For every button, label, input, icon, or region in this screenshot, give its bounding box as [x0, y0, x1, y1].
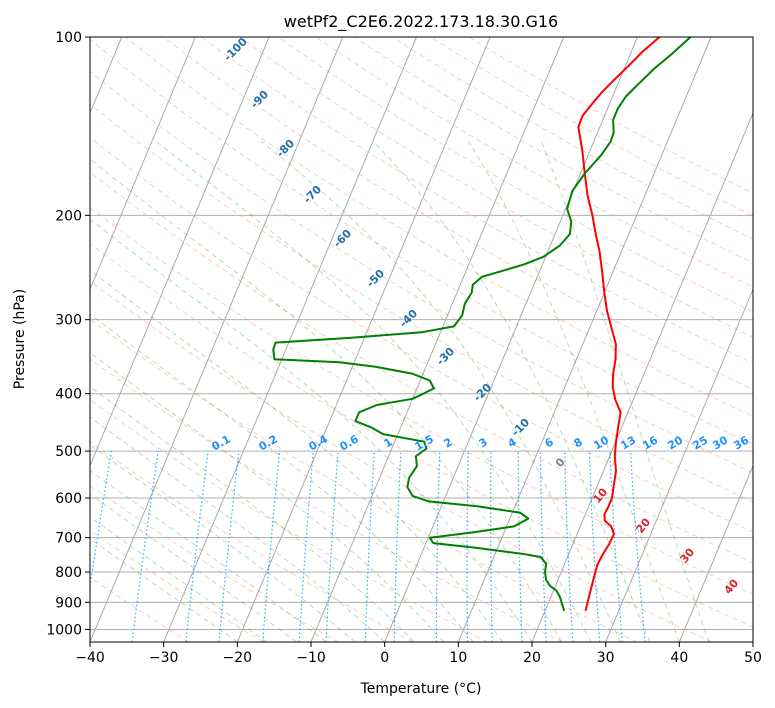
x-tick-label: 20: [523, 650, 541, 666]
y-axis-title: Pressure (hPa): [12, 289, 28, 389]
dry-adiabat-line: [90, 206, 753, 595]
dry-adiabat-line: [315, 37, 753, 288]
isotherm-line: [678, 464, 753, 642]
x-tick-label: 30: [597, 650, 615, 666]
y-tick-label: 600: [55, 491, 82, 507]
isotherm-line: [457, 37, 712, 642]
y-tick-label: 100: [55, 30, 82, 46]
moist-adiabat-line: [90, 158, 562, 642]
mixing-ratio-line: [131, 451, 159, 642]
y-tick-label: 700: [55, 531, 82, 547]
isotherm-line: [310, 37, 565, 642]
x-tick-label: −40: [75, 650, 105, 666]
moist-adiabat-line: [90, 469, 327, 642]
x-tick-label: 10: [449, 650, 467, 666]
isotherm-line: [163, 37, 417, 642]
y-tick-label: 300: [55, 313, 82, 329]
y-tick-label: 200: [55, 208, 82, 224]
moist-adiabat-line: [372, 140, 651, 642]
profile-lines: [272, 37, 692, 612]
moist-adiabat-line: [467, 141, 680, 642]
moist-adiabat-line: [155, 140, 592, 642]
dry-adiabat-line: [163, 37, 753, 391]
dry-adiabat-line: [90, 358, 563, 642]
moist-adiabat-line: [90, 269, 503, 642]
mixing-ratio-line: [630, 451, 646, 642]
isotherm-lines: [90, 37, 753, 642]
dry-adiabat-line: [90, 441, 414, 642]
moist-adiabat-line: [90, 218, 533, 642]
dry-adiabat-line: [90, 171, 753, 564]
y-tick-label: 900: [55, 595, 82, 611]
y-tick-label: 500: [55, 444, 82, 460]
x-tick-label: 40: [670, 650, 688, 666]
mixing-ratio-line: [218, 451, 240, 642]
moist-adiabat-lines: [90, 140, 710, 642]
dry-adiabat-line: [125, 37, 753, 418]
mixing-ratio-line: [185, 451, 209, 642]
isotherm-line: [531, 111, 753, 642]
isotherm-line: [90, 37, 270, 467]
mixing-ratio-line: [262, 451, 281, 642]
y-tick-label: 800: [55, 565, 82, 581]
dry-adiabat-line: [90, 103, 753, 503]
moist-adiabat-line: [90, 313, 474, 642]
dry-adiabat-line: [90, 243, 753, 628]
chart-title: wetPf2_C2E6.2022.173.18.30.G16: [284, 12, 558, 32]
y-axis-ticks: 100 200 300 400 500 600 700 800 900 1000: [46, 30, 90, 638]
moist-adiabat-line: [90, 351, 444, 642]
plot-frame: [89, 36, 754, 643]
x-tick-label: −30: [149, 650, 179, 666]
isotherm-line: [384, 37, 638, 642]
dry-adiabat-line: [90, 484, 339, 642]
mixing-ratio-line: [90, 451, 112, 591]
dry-adiabat-line: [90, 38, 753, 445]
y-tick-label: 400: [55, 387, 82, 403]
dewpoint-line: [272, 37, 692, 612]
isotherm-line: [90, 37, 196, 291]
isotherm-line: [236, 37, 491, 642]
x-tick-label: 50: [744, 650, 762, 666]
y-tick-label: 1000: [46, 622, 82, 638]
x-axis-title: Temperature (°C): [360, 681, 482, 697]
isotherm-line: [605, 288, 753, 642]
x-axis-ticks: −40 −30 −20 −10 0 10 20 30 40 50: [75, 642, 762, 666]
mixing-ratio-lines: [90, 451, 646, 642]
dry-adiabat-line: [239, 37, 753, 338]
temperature-line: [577, 37, 661, 612]
x-tick-label: 0: [380, 650, 389, 666]
x-tick-label: −20: [223, 650, 253, 666]
x-tick-label: −10: [296, 650, 326, 666]
isotherm-line: [90, 37, 344, 642]
moist-adiabat-line: [90, 516, 268, 642]
